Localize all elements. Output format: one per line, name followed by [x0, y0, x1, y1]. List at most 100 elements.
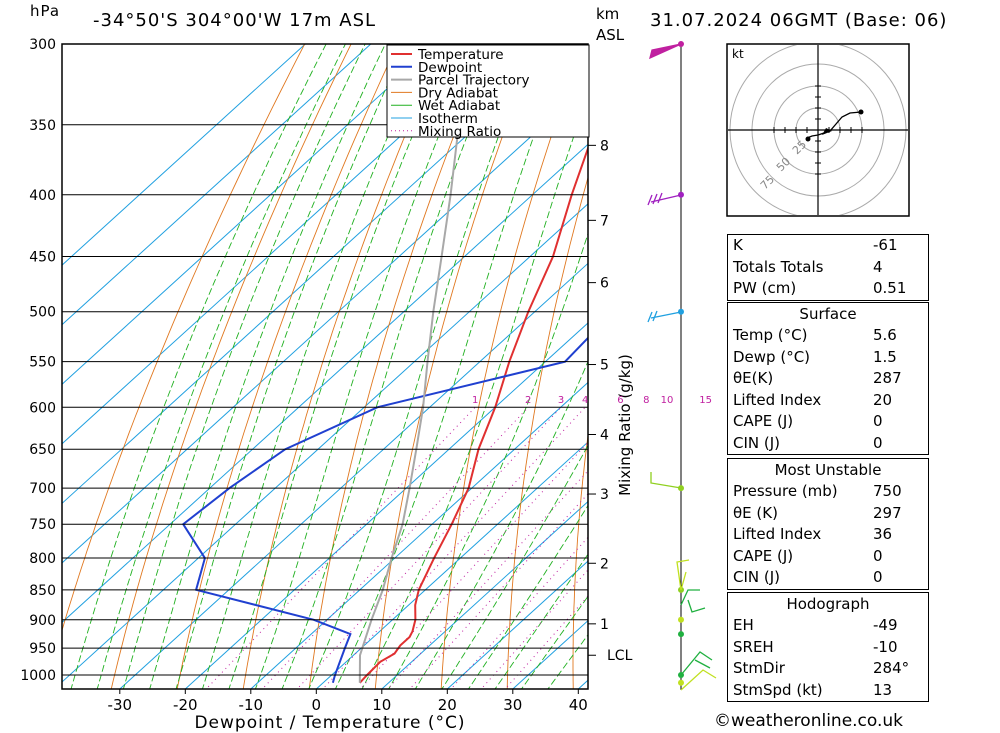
surface-title: Surface: [799, 305, 857, 323]
dry-adiabat-line: [930, 8, 972, 701]
surface-row: Lifted Index 20: [733, 390, 893, 409]
wet-adiabat-line: [281, 44, 505, 689]
mixing-ratio-line: [450, 536, 588, 689]
wet-adiabat-line: [467, 504, 588, 689]
wet-adiabat-line: [96, 44, 346, 689]
isotherm-line: [62, 203, 588, 683]
wet-adiabat-line: [254, 44, 477, 689]
wind-barb: [680, 589, 706, 613]
isotherm-line: [446, 560, 588, 689]
surface-row: θE(K) 287: [733, 369, 902, 387]
pressure-tick-label: 850: [29, 583, 56, 599]
wind-level-dot: [678, 679, 684, 686]
chart-frame: [61, 43, 589, 690]
dry-adiabat-line: [984, 8, 1000, 701]
pressure-unit-label: hPa: [30, 2, 61, 20]
mixing-ratio-axis-label: Mixing Ratio (g/kg): [616, 354, 634, 496]
hodo-row: EH -49: [733, 616, 898, 634]
mixing-ratio-value-label: 6: [617, 395, 623, 406]
mixing-ratio-value-label: 2: [525, 395, 531, 406]
wind-level-dot: [678, 616, 684, 623]
pressure-tick-label: 500: [29, 305, 56, 321]
mu-row: Pressure (mb) 750: [733, 482, 902, 500]
pressure-tick-label: 550: [29, 355, 56, 371]
pressure-tick-label: 350: [29, 118, 56, 134]
isotherm-line: [250, 381, 588, 689]
x-tick-label: 0: [312, 696, 322, 714]
mixing-ratio-value-label: 1: [472, 395, 478, 406]
indices-panel: K -61 Totals Totals 4 PW (cm) 0.51: [727, 234, 929, 301]
pressure-tick-label: 600: [29, 400, 56, 416]
surface-row: Dewp (°C) 1.5: [733, 347, 897, 366]
asl-unit-label: ASL: [596, 26, 625, 44]
x-tick-label: 10: [372, 696, 391, 714]
index-row-k: K -61: [733, 236, 898, 254]
mu-row: CIN (J) 0: [733, 568, 883, 586]
parcel-trajectory-profile: [358, 77, 466, 683]
hodograph-unit-label: kt: [732, 47, 744, 61]
wet-adiabat-line: [175, 44, 407, 689]
wind-barb: [647, 310, 682, 323]
pressure-tick-label: 800: [29, 551, 56, 567]
x-tick-label: 20: [438, 696, 457, 714]
wind-barb: [650, 472, 682, 489]
hodograph-params-title: Hodograph: [786, 595, 870, 613]
pressure-tick-label: 700: [29, 481, 56, 497]
km-tick-label: 1: [600, 617, 609, 633]
legend-entry: Dry Adiabat: [418, 85, 498, 101]
mixing-ratio-value-label: 8: [643, 395, 649, 406]
km-tick-label: 2: [600, 556, 609, 572]
wet-adiabat-line: [70, 44, 327, 689]
mu-row: Lifted Index 36: [733, 525, 893, 543]
legend-box: [386, 44, 590, 138]
km-unit-label: km: [596, 5, 620, 23]
x-tick-label: 30: [503, 696, 522, 714]
wind-barb: [680, 669, 717, 691]
km-tick-label: 6: [600, 276, 609, 292]
dry-adiabat-line: [506, 176, 588, 689]
dry-adiabat-line: [440, 44, 584, 689]
hodograph-point: [858, 109, 864, 115]
x-axis-label: Dewpoint / Temperature (°C): [194, 713, 465, 733]
most-unstable-panel: Most Unstable Pressure (mb) 750 θE (K) 297…: [727, 458, 929, 590]
wet-adiabat-line: [494, 553, 588, 689]
wind-level-dot: [678, 631, 684, 638]
surface-row: CIN (J) 0: [733, 433, 883, 452]
legend-entry: Temperature: [417, 47, 504, 63]
dry-adiabat-line: [62, 44, 306, 632]
km-tick-label: 4: [600, 428, 609, 444]
isotherm-line: [315, 441, 588, 689]
wind-barb: [649, 43, 682, 60]
wind-level-dot: [678, 191, 684, 198]
pressure-tick-label: 400: [29, 188, 56, 204]
hodograph-point: [805, 136, 811, 142]
legend-entry: Mixing Ratio: [418, 124, 501, 140]
wind-barb: [676, 559, 690, 591]
mu-row: θE (K) 297: [733, 503, 902, 522]
hodo-row: StmSpd (kt) 13: [733, 680, 893, 699]
mixing-ratio-value-label: 3: [558, 395, 564, 406]
pressure-tick-label: 900: [29, 613, 56, 629]
km-tick-label: 8: [600, 138, 609, 154]
x-tick-label: -20: [173, 696, 198, 714]
hodo-row: StmDir 284°: [733, 659, 910, 677]
isotherm-line: [381, 500, 588, 689]
credit-label: ©weatheronline.co.uk: [714, 711, 904, 731]
dry-adiabat-line: [176, 44, 399, 689]
legend-entry: Dewpoint: [418, 60, 482, 76]
storm-motion-marker: [822, 128, 832, 135]
wet-adiabat-line: [201, 44, 429, 689]
wet-adiabat-line: [228, 44, 452, 689]
wet-adiabat-line: [334, 44, 568, 689]
legend-entry: Isotherm: [418, 111, 478, 127]
isotherm-line: [62, 44, 438, 385]
wind-barb: [680, 651, 713, 676]
index-row-totals: Totals Totals 4: [733, 257, 883, 276]
temperature-profile: [359, 145, 588, 684]
x-tick-label: -10: [239, 696, 264, 714]
surface-row: CAPE (J) 0: [733, 412, 883, 430]
hodograph-params-panel: Hodograph EH -49 SREH -10 StmDir 284° StmSp…: [727, 592, 929, 702]
isotherm-line: [184, 322, 588, 689]
wet-adiabat-line: [520, 595, 588, 689]
